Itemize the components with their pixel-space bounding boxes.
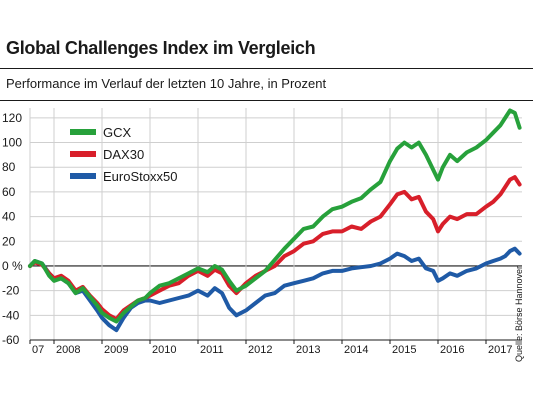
x-tick-label: 07 (32, 344, 44, 356)
series-line-gcx (28, 108, 522, 324)
x-tick-label: 2014 (344, 344, 368, 356)
chart-subtitle: Performance im Verlauf der letzten 10 Ja… (6, 76, 327, 91)
legend-label-dax30: DAX30 (103, 147, 144, 162)
y-tick-label: 40 (2, 210, 16, 224)
legend-label-eurostoxx50: EuroStoxx50 (103, 169, 177, 184)
x-tick-label: 2017 (488, 344, 512, 356)
y-axis-ticks: 120 100 80 60 40 20 0 % -20 -40 -60 (2, 111, 23, 347)
chart-grid (29, 108, 522, 341)
chart-title: Global Challenges Index im Vergleich (6, 38, 316, 58)
y-tick-label: 20 (2, 234, 16, 248)
y-tick-label: 120 (2, 111, 22, 125)
x-tick-label: 2010 (152, 344, 176, 356)
y-tick-label: -40 (2, 308, 20, 322)
chart-series (28, 108, 522, 333)
title-divider (0, 68, 533, 69)
x-tick-label: 2008 (56, 344, 80, 356)
y-tick-label: -60 (2, 333, 20, 347)
x-tick-label: 2011 (200, 344, 224, 356)
x-tick-label: 2013 (296, 344, 320, 356)
y-tick-label: 100 (2, 136, 22, 150)
subtitle-divider (0, 100, 533, 101)
series-line-eurostoxx50 (28, 246, 522, 333)
y-tick-label: 80 (2, 160, 16, 174)
x-tick-label: 2016 (440, 344, 464, 356)
chart-legend: GCX DAX30 EuroStoxx50 (70, 125, 177, 184)
y-tick-label: 0 % (2, 259, 23, 273)
series-line-dax30 (28, 175, 522, 321)
y-tick-label: 60 (2, 185, 16, 199)
legend-label-gcx: GCX (103, 125, 132, 140)
x-tick-label: 2015 (392, 344, 416, 356)
x-tick-label: 2009 (104, 344, 128, 356)
source-label: Quelle: Börse Hannover (514, 266, 524, 362)
x-tick-label: 2012 (248, 344, 272, 356)
y-tick-label: -20 (2, 284, 20, 298)
x-axis-ticks: 07 2008 2009 2010 2011 2012 2013 2014 2015 2016 20… (29, 339, 522, 356)
